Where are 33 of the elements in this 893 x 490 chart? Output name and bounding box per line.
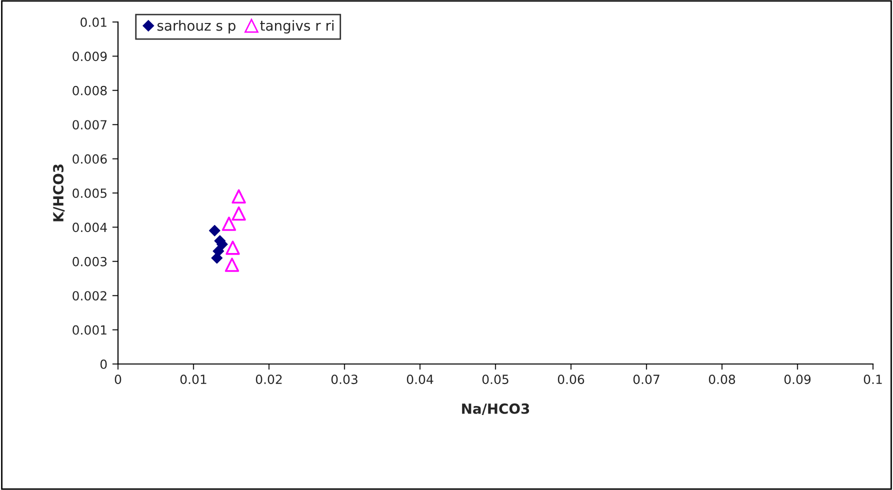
y-tick-label: 0.007 — [72, 120, 107, 130]
x-axis-title: Na/HCO3 — [462, 403, 530, 416]
x-tick-label: 0.03 — [331, 374, 358, 384]
legend-label: tangivs r ri — [260, 20, 334, 34]
y-tick-label: 0.01 — [80, 17, 106, 27]
point — [208, 224, 220, 236]
legend-label: sarhouz s p — [157, 20, 236, 34]
y-axis-title: K/HCO3 — [53, 164, 65, 222]
x-tick-label: 0.01 — [180, 374, 206, 384]
point — [232, 189, 246, 204]
y-tick-label: 0.002 — [72, 291, 106, 301]
y-tick-label: 0.008 — [72, 86, 107, 96]
x-tick-label: 0.06 — [558, 374, 584, 384]
x-tick-label: 0.1 — [864, 374, 882, 384]
point — [232, 206, 246, 221]
x-tick-label: 0.09 — [784, 374, 811, 384]
x-tick-label: 0.02 — [256, 374, 282, 384]
x-tick-label: 0 — [114, 374, 122, 384]
point — [224, 258, 240, 272]
point — [222, 216, 236, 231]
y-tick-label: 0.004 — [72, 222, 107, 232]
point — [211, 252, 223, 264]
y-tick-label: 0.009 — [72, 52, 107, 62]
x-tick-label: 0.05 — [482, 374, 508, 384]
x-tick-label: 0.08 — [708, 374, 736, 384]
y-tick-label: 0 — [100, 359, 107, 369]
y-tick-label: 0.006 — [72, 154, 107, 164]
x-tick-label: 0.07 — [633, 374, 660, 384]
point — [226, 240, 240, 255]
y-tick-label: 0.003 — [72, 256, 107, 266]
y-tick-label: 0.001 — [72, 325, 106, 335]
x-tick-label: 0.04 — [406, 374, 434, 384]
y-tick-label: 0.005 — [72, 188, 106, 198]
